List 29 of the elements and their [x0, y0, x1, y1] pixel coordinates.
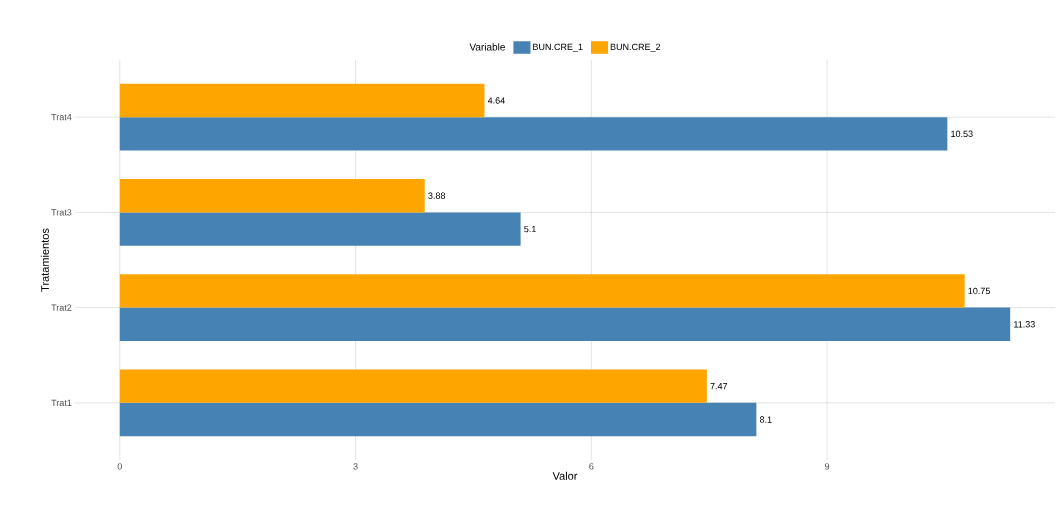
bar [119, 179, 425, 213]
data-label: 10.75 [968, 287, 990, 295]
legend-label: BUN.CRE_1 [533, 43, 583, 52]
x-tick-label: 6 [589, 463, 594, 470]
bar [119, 307, 1011, 341]
y-tick-label: Trat2 [51, 304, 72, 311]
data-label: 8.1 [759, 416, 772, 423]
x-tick-label: 3 [353, 463, 358, 470]
data-label: 3.88 [428, 192, 446, 199]
data-label: 11.33 [1014, 321, 1035, 328]
data-label: 5.1 [524, 225, 536, 233]
x-tick-label: 0 [117, 463, 122, 470]
bar [119, 83, 485, 118]
bar [119, 274, 965, 308]
legend-title: Variable [469, 43, 505, 51]
bar [119, 369, 707, 403]
bar [119, 212, 521, 246]
data-label: 10.53 [951, 130, 973, 138]
data-label: 7.47 [710, 383, 728, 390]
data-label: 4.64 [487, 97, 505, 104]
bar [119, 402, 757, 437]
y-tick-label: Trat1 [51, 399, 72, 407]
legend-label: BUN.CRE_2 [610, 43, 661, 52]
bar [119, 117, 948, 151]
y-tick-label: Trat3 [51, 209, 72, 216]
y-tick-label: Trat4 [51, 114, 72, 121]
y-axis-title: Tratamientos [40, 228, 49, 292]
x-tick-label: 9 [825, 463, 830, 470]
x-axis-title: Valor [552, 471, 578, 480]
